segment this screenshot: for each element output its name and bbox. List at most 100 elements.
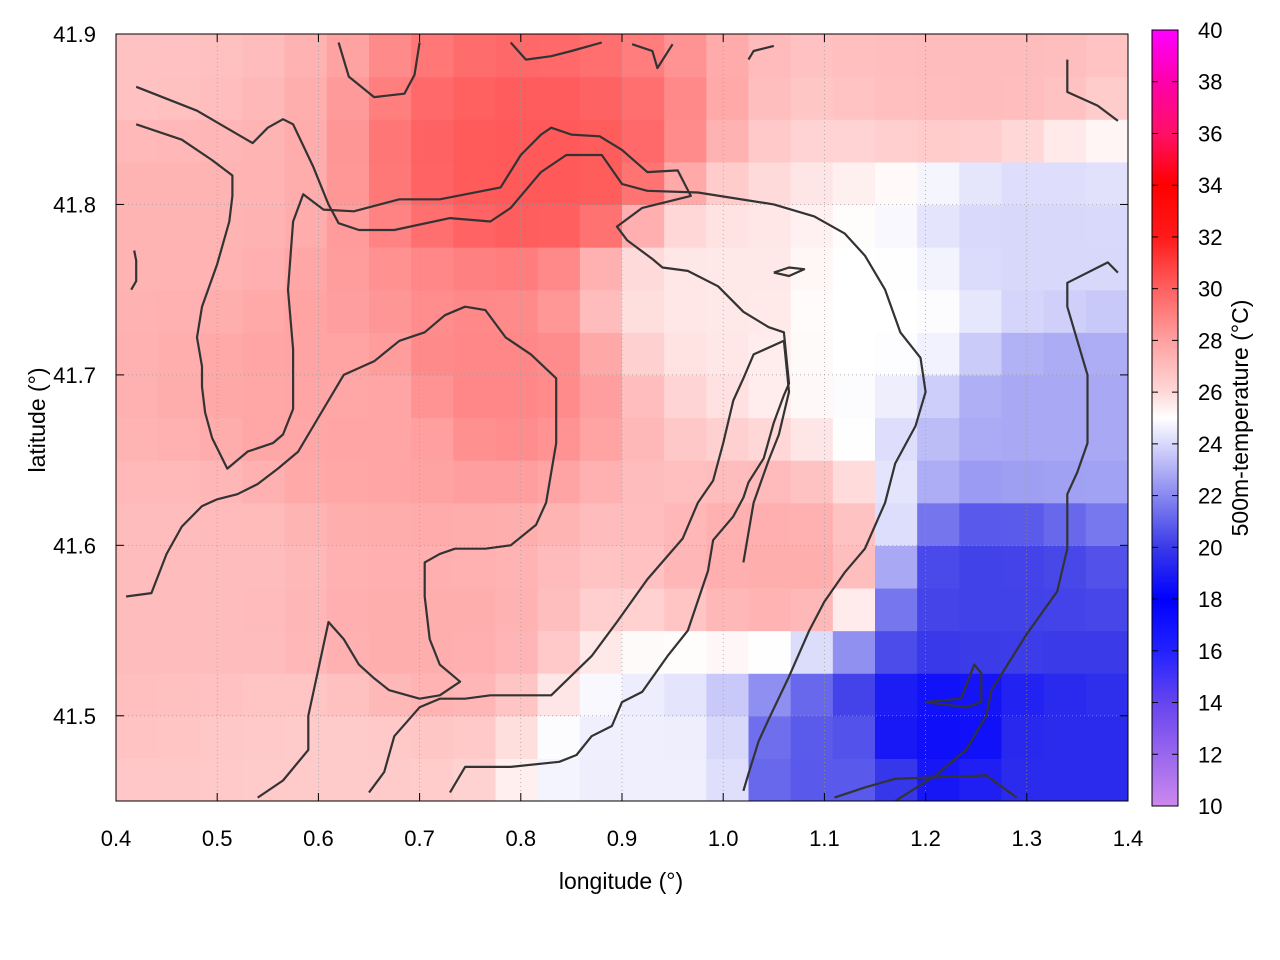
heat-cell [790,460,834,504]
heat-cell [790,289,834,333]
heat-cell [1043,204,1087,248]
heat-cell [1001,161,1045,206]
heat-cell [158,332,201,376]
heat-cell [116,34,159,78]
heat-cell [706,630,750,674]
heat-cell [875,161,918,206]
contour-line-blob_south_east [925,663,983,709]
heat-cell [959,161,1003,206]
contour-line-east_line [894,261,1119,801]
heat-cell [706,76,750,120]
heat-cell [200,715,244,759]
heat-cell [453,417,497,461]
heat-cell [1001,758,1045,801]
heat-cell [537,247,581,291]
heat-cell [790,502,834,546]
heat-cell [959,289,1003,333]
heat-cell [1001,34,1045,78]
heat-cell [664,502,707,546]
heat-cell [832,545,876,589]
heat-cell [959,119,1003,163]
heat-cell [200,161,244,206]
heat-cell [495,587,539,632]
heat-cell [453,247,497,291]
heat-cell [1085,289,1128,333]
heat-cell [664,673,707,717]
heat-cell [959,587,1003,632]
heat-cell [537,374,581,419]
heat-cell [832,758,876,801]
heat-cell [537,502,581,546]
heat-cell [200,289,244,333]
heat-cell [495,460,539,504]
heat-cell [369,417,412,461]
heat-cell [579,161,623,206]
heat-cell [1043,34,1087,78]
heat-cell [875,417,918,461]
heat-cell [875,374,918,419]
heat-cell [116,374,159,419]
heat-cell [622,417,665,461]
heat-cell [453,587,497,632]
colorbar-tick-label: 40 [1198,18,1222,43]
heat-cell [158,758,201,801]
x-tick-label: 1.4 [1113,826,1144,851]
colorbar-tick-label: 32 [1198,225,1222,250]
heat-cell [369,289,412,333]
heat-cell [579,247,623,291]
heat-cell [917,630,960,674]
heat-cell [579,545,623,589]
heat-cell [959,332,1003,376]
heat-cell [917,587,960,632]
heat-cell [369,119,412,163]
heat-cell [116,76,159,120]
heat-cell [579,630,623,674]
heat-cell [453,460,497,504]
heat-cell [959,76,1003,120]
heat-cell [1001,204,1045,248]
x-tick-label: 0.8 [506,826,537,851]
heat-cell [1085,119,1128,163]
heat-cell [622,587,665,632]
heat-cell [1043,673,1087,717]
heat-cell [242,715,286,759]
heat-cell [326,119,370,163]
heat-cell [116,545,159,589]
heat-cell [326,460,370,504]
heat-cell [917,332,960,376]
heat-cell [116,502,159,546]
heat-cell [411,417,454,461]
heat-cell [1085,545,1128,589]
heat-cell [706,715,750,759]
heat-cell [453,34,497,78]
heat-cell [411,247,454,291]
x-tick-label: 0.6 [303,826,334,851]
heat-cell [453,715,497,759]
heat-cell [664,460,707,504]
heat-cell [537,332,581,376]
heat-cell [622,460,665,504]
colorbar-tick-label: 26 [1198,380,1222,405]
heat-cell [284,502,328,546]
heat-cell [326,247,370,291]
heat-cell [706,673,750,717]
contour-line-core [125,305,558,799]
heat-cell [453,545,497,589]
heat-cell [959,247,1003,291]
heat-cell [917,247,960,291]
heat-cell [1043,247,1087,291]
heat-cell [411,587,454,632]
heat-cell [622,374,665,419]
heat-cell [242,332,286,376]
y-tick-label: 41.8 [53,192,96,217]
heat-cell [495,715,539,759]
heat-cell [917,289,960,333]
heat-cell [411,119,454,163]
heat-cell [200,417,244,461]
heat-cell [790,630,834,674]
x-tick-label: 1.2 [910,826,941,851]
heat-cell [748,587,792,632]
heat-cell [326,545,370,589]
heat-cell [917,417,960,461]
heat-cell [453,374,497,419]
